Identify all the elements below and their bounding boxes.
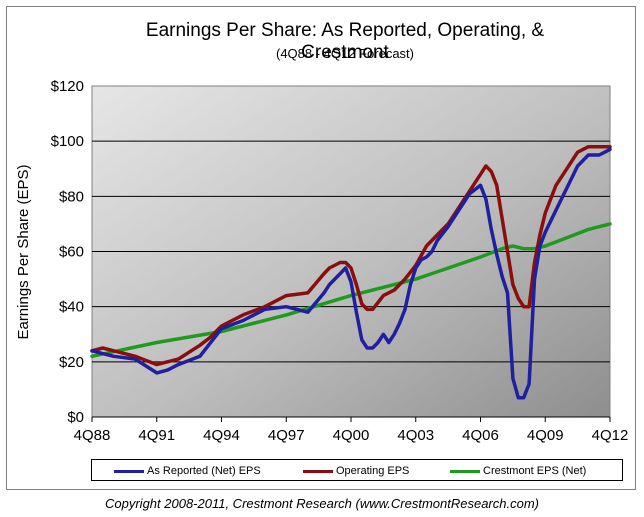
x-tick-label: 4Q94 [203, 427, 240, 444]
series-line-crestmont-eps-net [90, 222, 612, 359]
legend-swatch-operating [303, 469, 333, 473]
series-lines [90, 144, 612, 400]
axes: $0 $20 $40 $60 $80 $100 $120 4Q88 4Q91 4Q94 4Q97 4Q… [51, 78, 629, 444]
chart-subtitle: (4Q88 - 4Q12 Forecast) [276, 46, 414, 61]
copyright-text: Copyright 2008-2011, Crestmont Research … [105, 496, 539, 511]
x-tick-label: 4Q00 [333, 427, 370, 444]
y-tick-label: $100 [51, 133, 84, 150]
x-tick-label: 4Q03 [397, 427, 434, 444]
y-tick-label: $40 [59, 299, 84, 316]
series-line-operating-eps [90, 144, 612, 367]
y-tick-label: $60 [59, 244, 84, 261]
x-tick-label: 4Q09 [527, 427, 564, 444]
x-tick-label: 4Q06 [462, 427, 499, 444]
legend-label-crestmont: Crestmont EPS (Net) [483, 465, 587, 477]
x-tick-label: 4Q12 [592, 427, 629, 444]
x-tick-label: 4Q97 [268, 427, 305, 444]
y-tick-label: $20 [59, 354, 84, 371]
y-tick-label: $0 [67, 409, 84, 426]
legend-swatch-crestmont [450, 469, 480, 473]
legend-item-crestmont: Crestmont EPS (Net) [450, 463, 586, 479]
series-line-as-reported-net-eps [90, 147, 612, 400]
legend-swatch-as-reported [114, 469, 144, 473]
legend-item-as-reported: As Reported (Net) EPS [114, 463, 261, 479]
legend-label-as-reported: As Reported (Net) EPS [147, 465, 261, 477]
y-tick-label: $80 [59, 188, 84, 205]
y-tick-label: $120 [51, 78, 84, 95]
chart-title: Earnings Per Share: As Reported, Operati… [145, 20, 545, 63]
x-tick-label: 4Q88 [74, 427, 111, 444]
x-tick-label: 4Q91 [138, 427, 175, 444]
y-axis-label: Earnings Per Share (EPS) [15, 164, 32, 339]
legend-item-operating: Operating EPS [303, 463, 409, 479]
legend-label-operating: Operating EPS [336, 465, 410, 477]
legend: As Reported (Net) EPS Operating EPS Cres… [91, 459, 623, 481]
